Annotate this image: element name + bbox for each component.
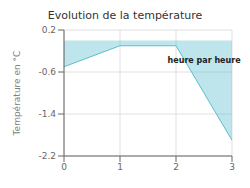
html-text:Evolution de la température: Evolution de la température [47,9,203,22]
svg-text:2: 2 [173,162,179,172]
svg-text:Température en °C: Température en °C [12,51,22,137]
svg-text:1: 1 [117,162,123,172]
svg-text:3: 3 [229,162,235,172]
svg-text:-2.2: -2.2 [38,151,56,161]
svg-text:heure par heure: heure par heure [168,56,242,65]
svg-text:-0.6: -0.6 [38,67,56,77]
svg-text:0: 0 [61,162,67,172]
svg-text:0.2: 0.2 [42,25,56,35]
svg-text:-1.4: -1.4 [38,109,56,119]
